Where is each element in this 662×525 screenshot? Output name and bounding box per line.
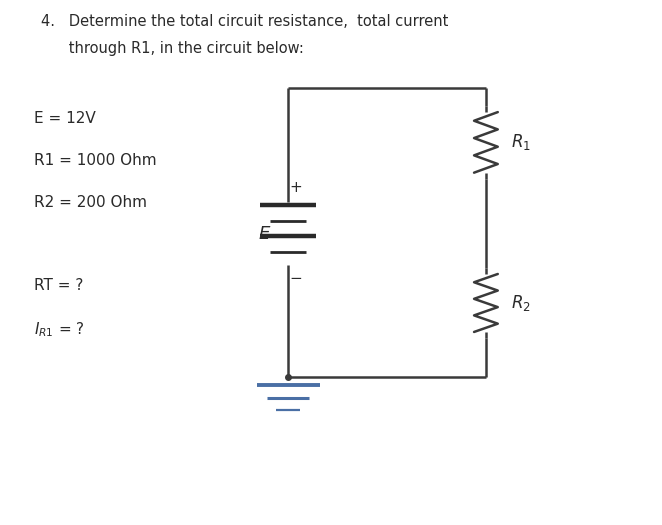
Text: 4.   Determine the total circuit resistance,  total current: 4. Determine the total circuit resistanc… [41,15,448,29]
Text: through R1, in the circuit below:: through R1, in the circuit below: [41,40,304,56]
Text: R2 = 200 Ohm: R2 = 200 Ohm [34,195,148,209]
Text: +: + [290,180,303,195]
Text: R1 = 1000 Ohm: R1 = 1000 Ohm [34,153,157,168]
Text: $I_{R1}$ = ?: $I_{R1}$ = ? [34,320,85,339]
Text: E = 12V: E = 12V [34,111,96,126]
Text: RT = ?: RT = ? [34,278,83,293]
Text: $R_2$: $R_2$ [511,293,531,313]
Text: $E$: $E$ [258,225,271,243]
Text: $R_1$: $R_1$ [511,132,531,152]
Text: −: − [290,271,303,286]
